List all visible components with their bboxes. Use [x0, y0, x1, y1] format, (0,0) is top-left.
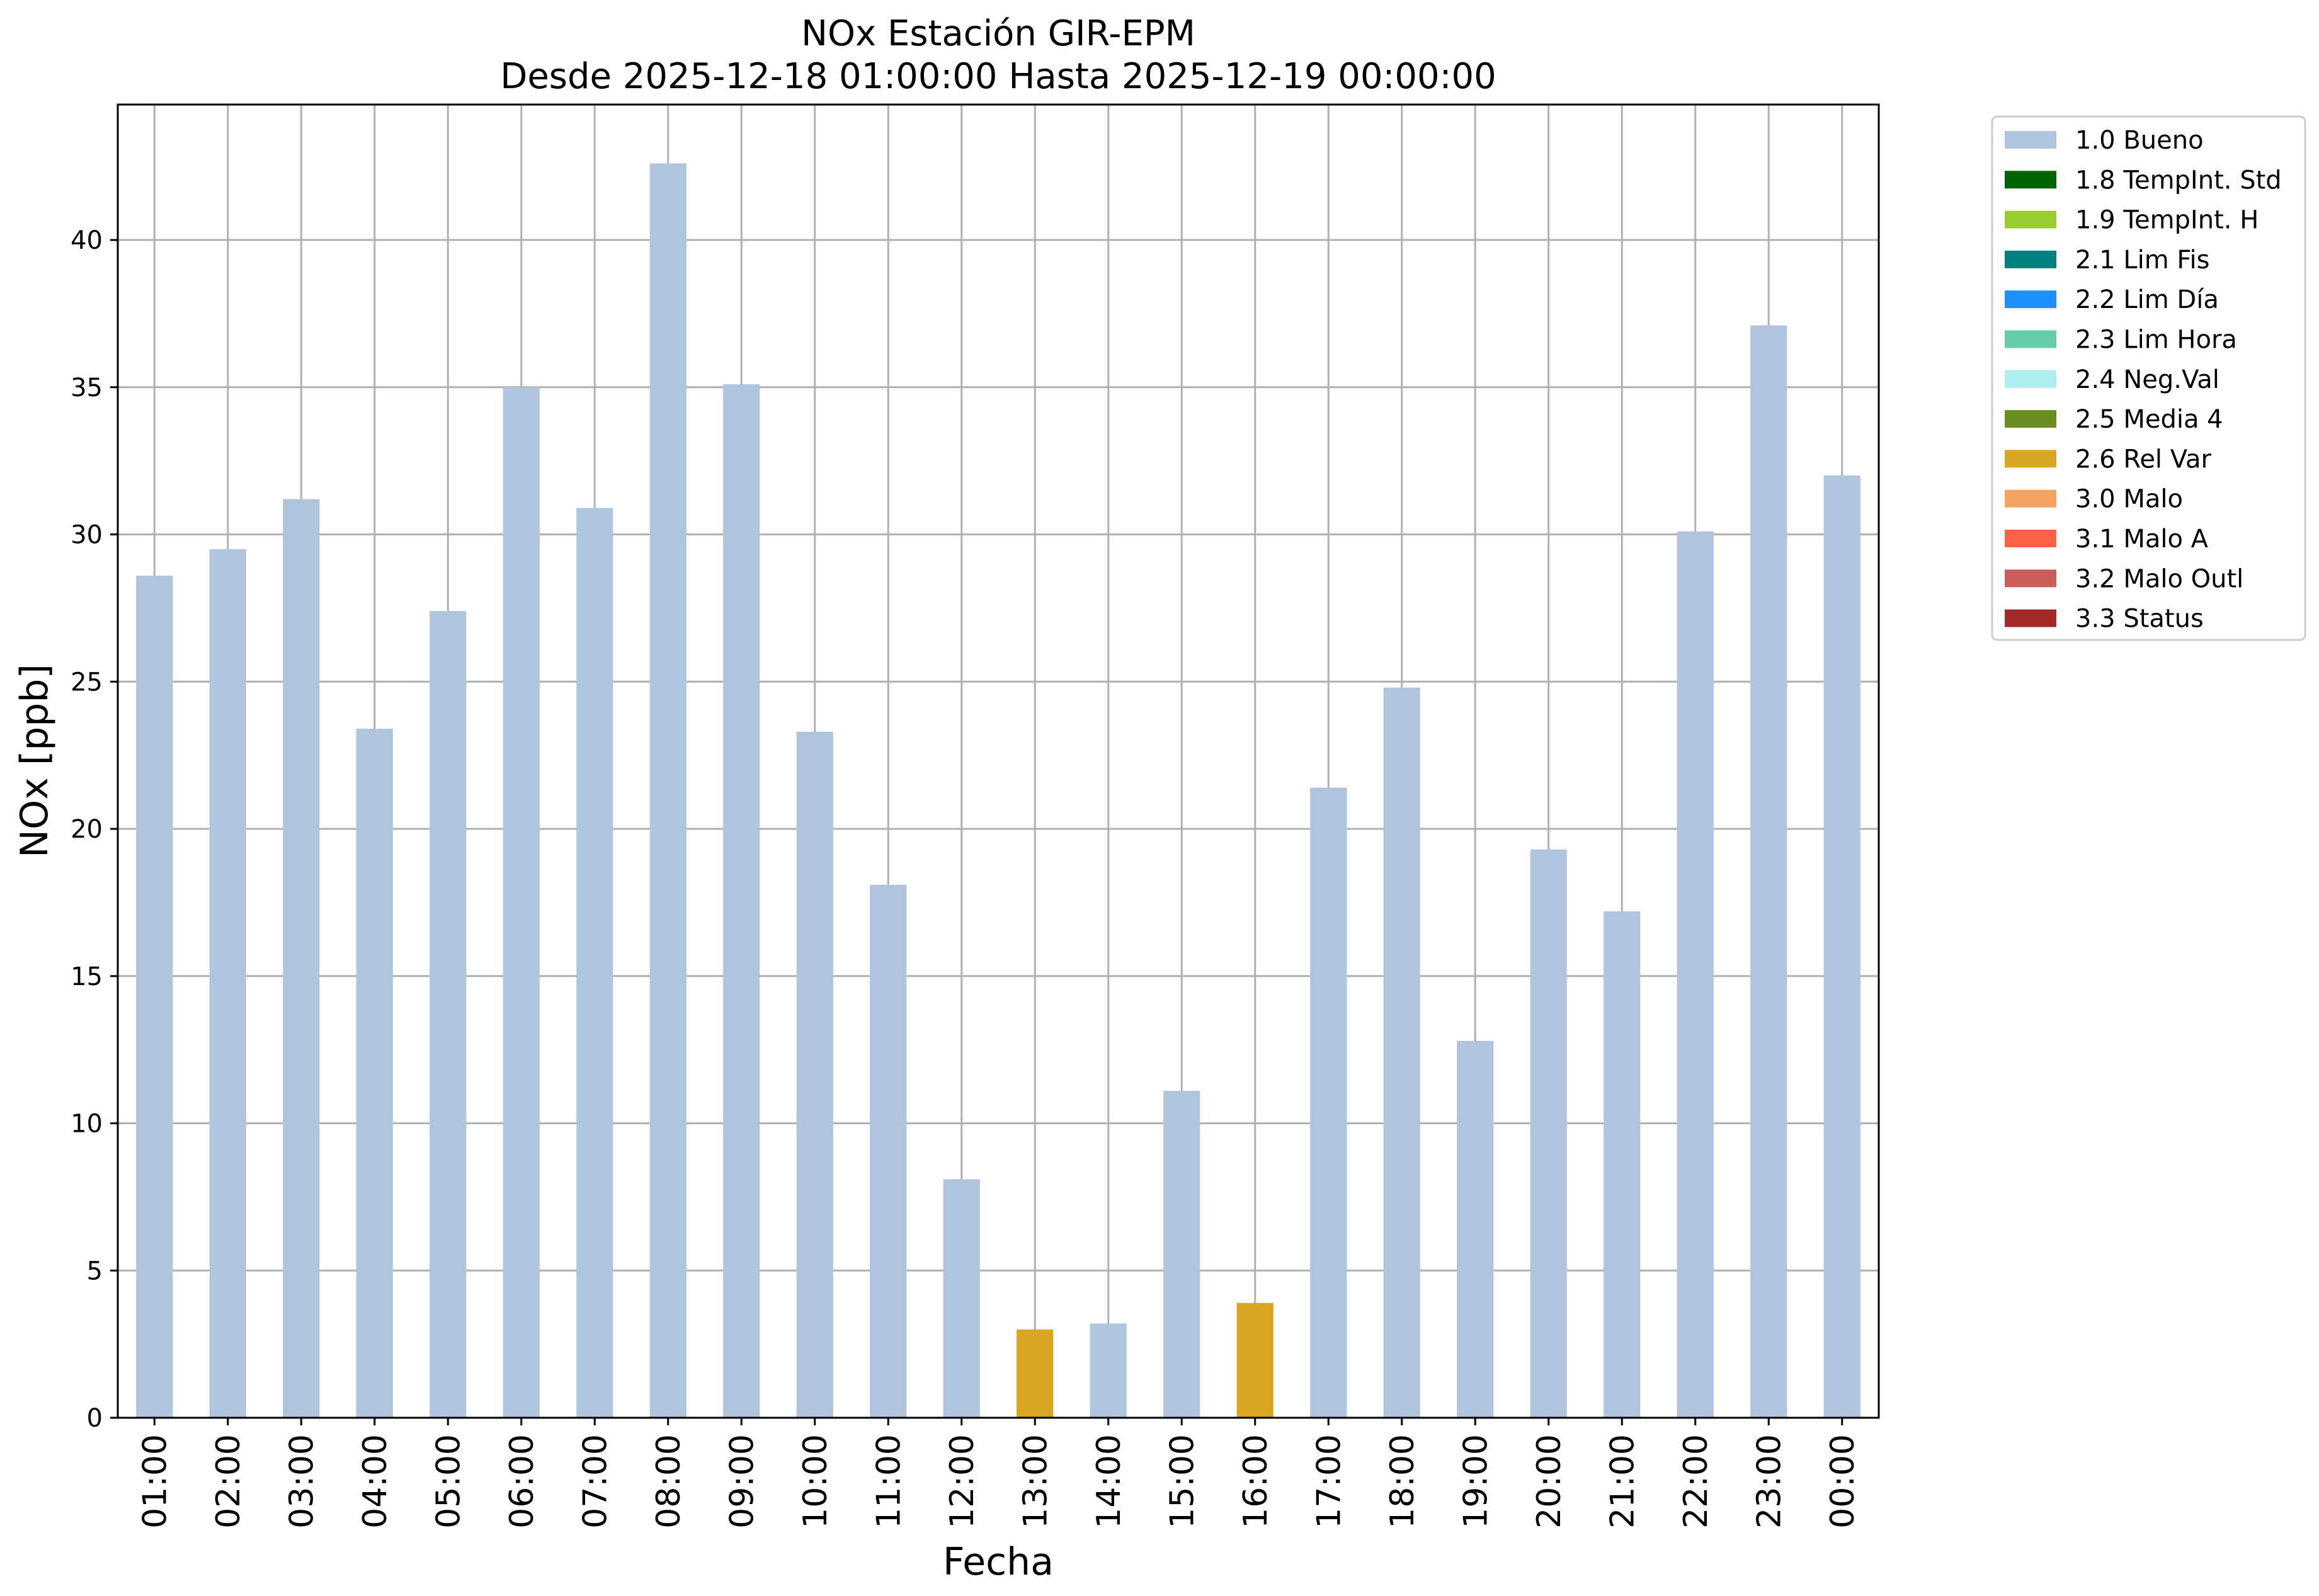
bar-1100 [870, 884, 907, 1418]
bars [136, 163, 1860, 1418]
legend-swatch [2005, 609, 2056, 627]
bar-1300 [1017, 1329, 1054, 1418]
legend-swatch [2005, 290, 2056, 309]
legend-swatch [2005, 171, 2056, 189]
y-axis-ticks: 0 5 10 15 20 25 30 35 40 [71, 226, 118, 1433]
x-tick-label: 15:00 [1163, 1434, 1201, 1529]
x-tick-label: 17:00 [1310, 1434, 1348, 1529]
legend-swatch [2005, 131, 2056, 149]
bar-1900 [1457, 1040, 1494, 1418]
bar-2200 [1677, 531, 1714, 1418]
bar-0100 [136, 575, 173, 1418]
legend-swatch [2005, 489, 2056, 508]
legend-label: 3.3 Status [2075, 605, 2204, 634]
x-tick-label: 19:00 [1457, 1434, 1495, 1529]
y-tick-label: 25 [71, 668, 103, 697]
x-tick-label: 03:00 [283, 1434, 321, 1529]
x-tick-label: 07:00 [576, 1434, 614, 1529]
bar-0400 [356, 729, 393, 1418]
legend-label: 3.0 Malo [2075, 485, 2183, 514]
legend-label: 1.0 Bueno [2075, 126, 2204, 155]
bar-1000 [796, 731, 833, 1418]
legend-swatch [2005, 569, 2056, 588]
bar-0500 [430, 611, 467, 1418]
x-tick-label: 05:00 [430, 1434, 467, 1529]
bar-0900 [723, 384, 760, 1418]
bar-1800 [1383, 687, 1420, 1418]
y-tick-label: 35 [71, 373, 103, 402]
legend-swatch [2005, 410, 2056, 428]
x-tick-label: 02:00 [210, 1434, 248, 1529]
y-tick-label: 30 [71, 521, 103, 550]
legend-label: 3.2 Malo Outl [2075, 564, 2243, 593]
bar-2000 [1530, 849, 1567, 1418]
x-tick-label: 12:00 [943, 1434, 981, 1529]
x-axis-label: Fecha [943, 1540, 1054, 1584]
legend-swatch [2005, 250, 2056, 268]
x-tick-label: 08:00 [650, 1434, 688, 1529]
bar-1600 [1236, 1302, 1273, 1418]
bar-0800 [649, 163, 687, 1418]
legend: 1.0 Bueno 1.8 TempInt. Std 1.9 TempInt. H 2… [1991, 115, 2306, 641]
x-tick-label: 06:00 [503, 1434, 541, 1529]
x-tick-label: 09:00 [723, 1434, 761, 1529]
bar-0300 [283, 499, 320, 1418]
y-tick-label: 5 [87, 1257, 103, 1285]
bar-0200 [209, 549, 246, 1418]
x-tick-label: 21:00 [1604, 1434, 1641, 1529]
x-axis-ticks: 01:00 02:00 03:00 04:00 05:00 06:00 07:00 08:00… [136, 1418, 1862, 1529]
legend-label: 2.2 Lim Día [2075, 285, 2219, 314]
bar-1400 [1090, 1323, 1127, 1418]
legend-label: 2.6 Rel Var [2075, 445, 2212, 474]
x-tick-label: 11:00 [870, 1434, 908, 1529]
x-tick-label: 16:00 [1237, 1434, 1275, 1529]
bar-1200 [943, 1179, 980, 1418]
bar-2100 [1604, 911, 1641, 1418]
bar-0600 [503, 387, 540, 1418]
y-tick-label: 0 [87, 1404, 103, 1433]
legend-label: 3.1 Malo A [2075, 525, 2209, 554]
x-tick-label: 01:00 [136, 1434, 174, 1529]
legend-swatch [2005, 210, 2056, 229]
x-tick-label: 00:00 [1824, 1434, 1862, 1529]
legend-label: 1.9 TempInt. H [2075, 206, 2259, 235]
legend-label: 2.5 Media 4 [2075, 405, 2223, 434]
y-tick-label: 10 [71, 1110, 103, 1139]
plot-area-frame [117, 103, 1880, 1419]
legend-label: 2.1 Lim Fis [2075, 246, 2209, 275]
x-tick-label: 22:00 [1677, 1434, 1715, 1529]
legend-frame [1991, 115, 2306, 641]
chart-title-line-2: Desde 2025-12-18 01:00:00 Hasta 2025-12-… [500, 56, 1496, 97]
legend-label: 1.8 TempInt. Std [2075, 166, 2282, 195]
legend-swatch [2005, 330, 2056, 348]
y-tick-label: 20 [71, 815, 103, 844]
bar-0000 [1823, 476, 1860, 1418]
chart-title-line-1: NOx Estación GIR-EPM [801, 13, 1195, 54]
y-tick-label: 15 [71, 962, 103, 991]
legend-label: 2.4 Neg.Val [2075, 365, 2219, 394]
y-tick-label: 40 [71, 226, 103, 255]
bar-1700 [1310, 787, 1347, 1418]
y-axis-label: NOx [ppb] [13, 664, 57, 858]
x-tick-label: 10:00 [797, 1434, 835, 1529]
x-tick-label: 13:00 [1017, 1434, 1054, 1529]
legend-swatch [2005, 370, 2056, 388]
legend-swatch [2005, 450, 2056, 468]
x-tick-label: 14:00 [1090, 1434, 1128, 1529]
x-tick-label: 20:00 [1530, 1434, 1568, 1529]
bar-0700 [576, 508, 613, 1418]
bar-2300 [1750, 325, 1787, 1418]
x-tick-label: 04:00 [356, 1434, 394, 1529]
legend-label: 2.3 Lim Hora [2075, 326, 2237, 355]
x-tick-label: 23:00 [1750, 1434, 1788, 1529]
legend-swatch [2005, 530, 2056, 547]
x-tick-label: 18:00 [1384, 1434, 1422, 1529]
bar-1500 [1163, 1091, 1200, 1418]
